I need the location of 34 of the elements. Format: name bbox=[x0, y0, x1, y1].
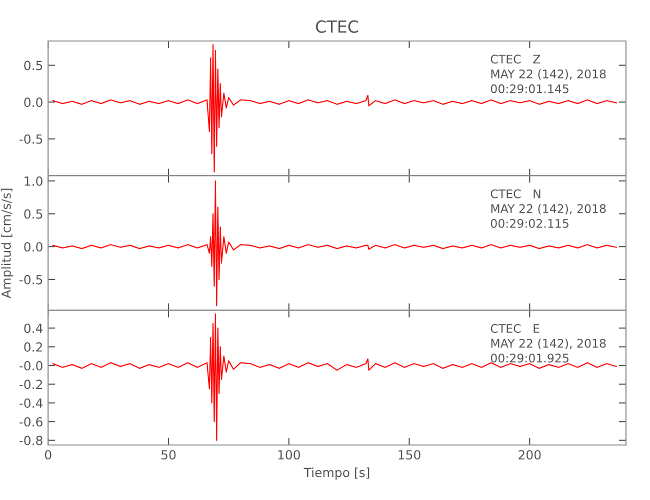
y-tick-label: 0.0 bbox=[24, 98, 42, 108]
y-tick-label: 0.4 bbox=[24, 324, 43, 334]
y-tick-label: -0.0 bbox=[19, 360, 42, 370]
annotation: CTEC N bbox=[490, 189, 540, 198]
x-tick-label: 0 bbox=[44, 450, 52, 460]
line-series bbox=[52, 314, 617, 441]
y-axis-title: Amplitud [cm/s/s] bbox=[1, 188, 14, 298]
y-tick-label: -0.5 bbox=[19, 274, 42, 284]
x-tick-label: 200 bbox=[518, 450, 541, 460]
chart-title: CTEC bbox=[316, 20, 358, 33]
y-tick-label: 0.0 bbox=[24, 242, 42, 252]
y-tick-label: 0.5 bbox=[24, 209, 42, 219]
y-tick-label: -0.4 bbox=[19, 398, 43, 408]
annotation: MAY 22 (142), 2018 bbox=[491, 204, 606, 214]
x-axis-title: Tiempo [s] bbox=[304, 468, 370, 480]
line-series bbox=[52, 180, 617, 306]
annotation: MAY 22 (142), 2018 bbox=[491, 338, 606, 350]
annotation: 00:29:01.925 bbox=[490, 354, 568, 363]
y-tick-label: -0.6 bbox=[19, 417, 42, 427]
y-tick-label: 1.0 bbox=[24, 176, 42, 186]
annotation: 00:29:01.145 bbox=[490, 84, 568, 94]
y-tick-label: -0.2 bbox=[19, 380, 42, 390]
annotation: CTEC E bbox=[490, 324, 540, 333]
y-tick-label: 0.2 bbox=[24, 342, 42, 352]
line-series bbox=[52, 44, 617, 173]
x-tick-label: 150 bbox=[398, 450, 420, 460]
annotation: CTEC Z bbox=[490, 54, 540, 64]
y-tick-label: -0.8 bbox=[19, 436, 42, 446]
annotation: MAY 22 (142), 2018 bbox=[491, 69, 606, 80]
x-tick-label: 50 bbox=[161, 450, 176, 460]
y-tick-label: 0.5 bbox=[24, 60, 42, 70]
y-tick-label: -0.5 bbox=[19, 134, 42, 144]
x-tick-label: 100 bbox=[278, 450, 300, 460]
annotation: 00:29:02.115 bbox=[490, 218, 568, 228]
